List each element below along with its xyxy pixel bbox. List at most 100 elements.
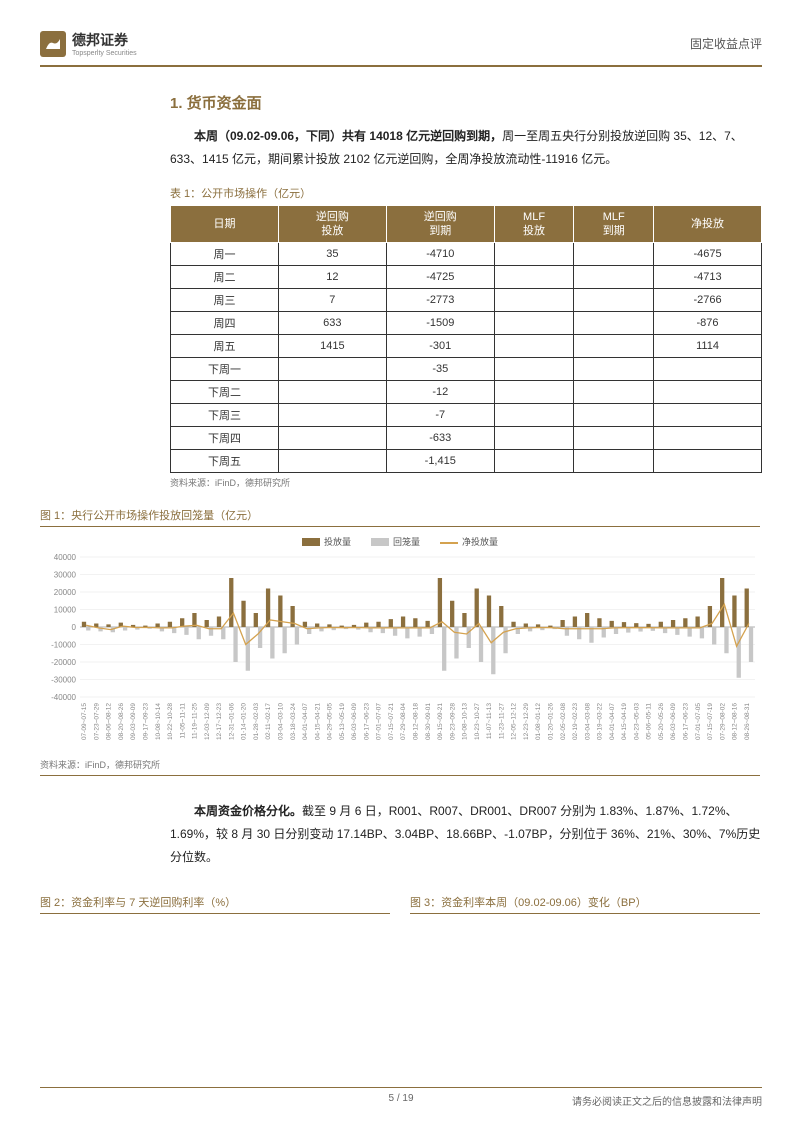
para1-bold: 本周（09.02-09.06，下同）共有 14018 亿元逆回购到期，: [194, 129, 502, 143]
table-row: 周五1415-3011114: [171, 335, 762, 358]
table-cell: [278, 427, 386, 450]
table-row: 下周四-633: [171, 427, 762, 450]
svg-text:03-18~03-24: 03-18~03-24: [290, 703, 297, 740]
fig-1-caption: 图 1：央行公开市场操作投放回笼量（亿元）: [40, 507, 760, 527]
table-row: 周四633-1509-876: [171, 312, 762, 335]
svg-text:05-06~05-11: 05-06~05-11: [646, 703, 653, 740]
table-cell: -1509: [386, 312, 494, 335]
svg-text:09-17~09-23: 09-17~09-23: [143, 703, 150, 740]
svg-text:06-03~06-09: 06-03~06-09: [670, 703, 677, 740]
table-cell: -2773: [386, 289, 494, 312]
table-cell: 周三: [171, 289, 279, 312]
table-cell: -2766: [654, 289, 762, 312]
table-row: 下周五-1,415: [171, 450, 762, 473]
table-cell: [494, 427, 574, 450]
svg-text:07-29~08-02: 07-29~08-02: [719, 703, 726, 740]
page-number: 5 / 19: [281, 1093, 522, 1108]
table-cell: -1,415: [386, 450, 494, 473]
table-cell: [574, 381, 654, 404]
table-cell: -4725: [386, 266, 494, 289]
table-cell: [494, 312, 574, 335]
table-cell: [574, 358, 654, 381]
svg-text:09-23~09-28: 09-23~09-28: [449, 703, 456, 740]
table-cell: [494, 266, 574, 289]
table-cell: 周五: [171, 335, 279, 358]
table-cell: [654, 450, 762, 473]
table-1: 日期逆回购投放逆回购到期MLF投放MLF到期净投放 周一35-4710-4675…: [170, 205, 762, 474]
svg-text:04-01~04-07: 04-01~04-07: [609, 703, 616, 740]
table-cell: -4713: [654, 266, 762, 289]
svg-text:12-03~12-09: 12-03~12-09: [204, 703, 211, 740]
svg-text:08-06~08-12: 08-06~08-12: [106, 703, 113, 740]
table-cell: [278, 358, 386, 381]
svg-text:04-15~04-21: 04-15~04-21: [314, 703, 321, 740]
table-cell: -35: [386, 358, 494, 381]
svg-text:07-09~07-15: 07-09~07-15: [81, 703, 88, 740]
para2-bold: 本周资金价格分化。: [194, 804, 302, 818]
table-cell: [494, 381, 574, 404]
table-cell: 1415: [278, 335, 386, 358]
svg-text:12-31~01-06: 12-31~01-06: [228, 703, 235, 740]
footer-disclaimer: 请务必阅读正文之后的信息披露和法律声明: [521, 1093, 762, 1108]
table-header-cell: MLF投放: [494, 205, 574, 243]
table-cell: 下周三: [171, 404, 279, 427]
fig-3-caption: 图 3：资金利率本周（09.02-09.06）变化（BP）: [410, 894, 760, 914]
table-cell: 1114: [654, 335, 762, 358]
table-cell: 下周四: [171, 427, 279, 450]
table-cell: -4675: [654, 243, 762, 266]
table-cell: [278, 381, 386, 404]
svg-text:07-15~07-19: 07-15~07-19: [707, 703, 714, 740]
svg-text:03-19~03-22: 03-19~03-22: [597, 703, 604, 740]
svg-text:-20000: -20000: [51, 658, 76, 667]
svg-text:02-11~02-17: 02-11~02-17: [265, 703, 272, 740]
svg-text:12-23~12-29: 12-23~12-29: [523, 703, 530, 740]
svg-text:20000: 20000: [54, 588, 77, 597]
svg-text:06-17~06-23: 06-17~06-23: [363, 703, 370, 740]
table-cell: [494, 358, 574, 381]
table-cell: [574, 404, 654, 427]
fig-2-caption: 图 2：资金利率与 7 天逆回购利率（%）: [40, 894, 390, 914]
table-1-caption: 表 1：公开市场操作（亿元）: [170, 185, 762, 201]
fig-1-source: 资料来源：iFinD，德邦研究所: [40, 758, 760, 776]
svg-text:08-26~08-31: 08-26~08-31: [744, 703, 751, 740]
table-header-cell: 日期: [171, 205, 279, 243]
section-1-title: 1. 货币资金面: [170, 92, 762, 113]
table-cell: [574, 289, 654, 312]
svg-text:02-05~02-08: 02-05~02-08: [560, 703, 567, 740]
table-cell: 下周一: [171, 358, 279, 381]
svg-text:06-17~06-23: 06-17~06-23: [683, 703, 690, 740]
table-cell: [494, 243, 574, 266]
svg-text:08-20~08-26: 08-20~08-26: [118, 703, 125, 740]
svg-text:04-15~04-19: 04-15~04-19: [621, 703, 628, 740]
svg-text:12-05~12-12: 12-05~12-12: [511, 703, 518, 740]
table-row: 下周二-12: [171, 381, 762, 404]
svg-text:06-03~06-09: 06-03~06-09: [351, 703, 358, 740]
page-footer: 5 / 19 请务必阅读正文之后的信息披露和法律声明: [40, 1087, 762, 1108]
svg-text:04-29~05-05: 04-29~05-05: [327, 703, 334, 740]
svg-text:10-22~10-28: 10-22~10-28: [167, 703, 174, 740]
svg-text:10-08~10-13: 10-08~10-13: [462, 703, 469, 740]
logo-text-wrap: 德邦证券 Topsperlty Securities: [72, 30, 137, 57]
table-1-source: 资料来源：iFinD，德邦研究所: [170, 476, 762, 489]
table-row: 周三7-2773-2766: [171, 289, 762, 312]
header-category: 固定收益点评: [690, 35, 762, 52]
svg-text:08-12~08-16: 08-12~08-16: [732, 703, 739, 740]
svg-text:07-01~07-07: 07-01~07-07: [376, 703, 383, 740]
table-cell: [574, 450, 654, 473]
svg-text:07-15~07-21: 07-15~07-21: [388, 703, 395, 740]
svg-text:-10000: -10000: [51, 641, 76, 650]
paragraph-1: 本周（09.02-09.06，下同）共有 14018 亿元逆回购到期，周一至周五…: [170, 125, 762, 171]
fig-2-block: 图 2：资金利率与 7 天逆回购利率（%）: [40, 894, 390, 922]
svg-text:01-14~01-20: 01-14~01-20: [241, 703, 248, 740]
svg-text:08-12~08-18: 08-12~08-18: [413, 703, 420, 740]
fig-3-block: 图 3：资金利率本周（09.02-09.06）变化（BP）: [410, 894, 760, 922]
table-cell: [494, 404, 574, 427]
svg-text:07-23~07-29: 07-23~07-29: [93, 703, 100, 740]
table-cell: -4710: [386, 243, 494, 266]
svg-text:03-04~03-08: 03-04~03-08: [584, 703, 591, 740]
table-cell: [574, 266, 654, 289]
page-header: 德邦证券 Topsperlty Securities 固定收益点评: [40, 30, 762, 67]
svg-text:11-19~11-25: 11-19~11-25: [192, 703, 199, 739]
legend-item-3: 净投放量: [440, 535, 498, 548]
table-cell: -12: [386, 381, 494, 404]
